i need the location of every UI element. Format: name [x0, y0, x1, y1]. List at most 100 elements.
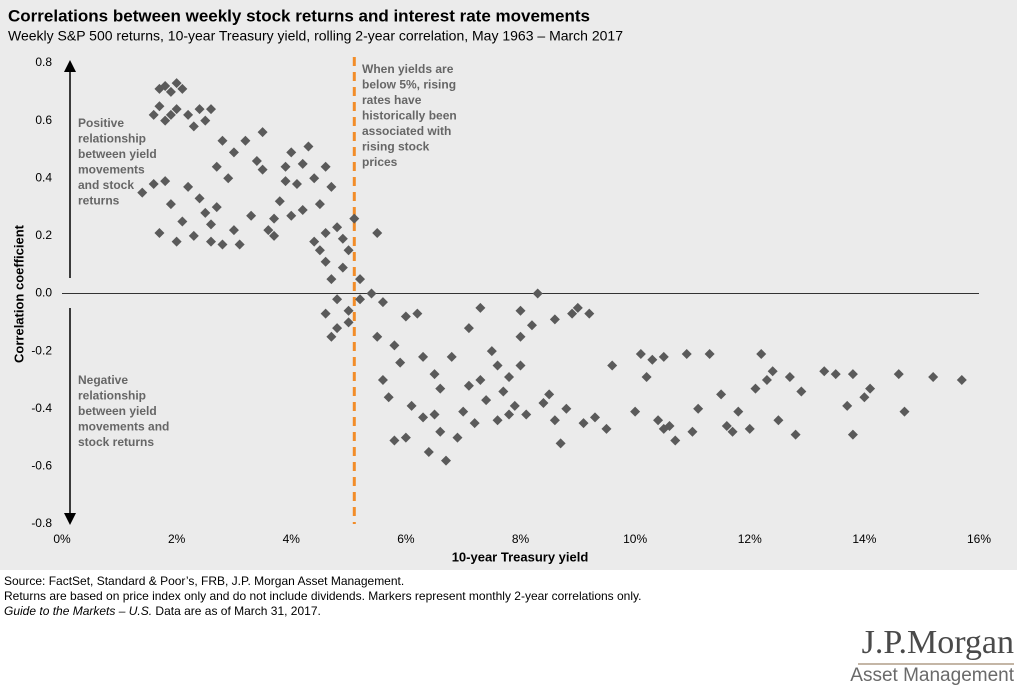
point — [160, 115, 171, 126]
point — [549, 314, 560, 325]
point — [206, 219, 217, 230]
x-axis-label: 10-year Treasury yield — [452, 549, 589, 564]
point — [721, 421, 732, 432]
y-tick-label: -0.6 — [31, 459, 52, 473]
x-tick-label: 14% — [852, 532, 876, 546]
point — [269, 213, 280, 224]
point — [183, 181, 194, 192]
point — [160, 176, 171, 187]
y-tick-label: -0.4 — [31, 401, 52, 415]
chart-subtitle: Weekly S&P 500 returns, 10-year Treasury… — [8, 28, 623, 44]
x-tick-label: 8% — [512, 532, 530, 546]
point — [544, 389, 555, 400]
point — [171, 104, 182, 115]
point — [200, 115, 211, 126]
annotation: associated with — [362, 124, 451, 138]
point — [481, 395, 492, 406]
point — [509, 400, 520, 411]
point — [320, 227, 331, 238]
point — [956, 374, 967, 385]
point — [423, 446, 434, 457]
annotation: below 5%, rising — [362, 78, 456, 92]
point — [400, 311, 411, 322]
point — [647, 354, 658, 365]
point — [377, 374, 388, 385]
point — [309, 236, 320, 247]
point — [865, 383, 876, 394]
chart-background — [0, 0, 1017, 570]
annotation: When yields are — [362, 62, 454, 76]
point — [154, 227, 165, 238]
point — [504, 409, 515, 420]
point — [400, 432, 411, 443]
point — [211, 161, 222, 172]
annotation: relationship — [78, 132, 146, 146]
point — [733, 406, 744, 417]
point — [343, 317, 354, 328]
point — [332, 222, 343, 233]
point — [727, 426, 738, 437]
point — [274, 196, 285, 207]
annotation: and stock — [78, 178, 134, 192]
point — [177, 83, 188, 94]
point — [452, 432, 463, 443]
point — [383, 392, 394, 403]
point — [389, 340, 400, 351]
point — [269, 230, 280, 241]
point — [286, 210, 297, 221]
point — [446, 351, 457, 362]
annotation: prices — [362, 155, 398, 169]
point — [377, 297, 388, 308]
point — [435, 383, 446, 394]
point — [458, 406, 469, 417]
point — [240, 135, 251, 146]
x-tick-label: 0% — [53, 532, 71, 546]
point — [251, 155, 262, 166]
point — [337, 233, 348, 244]
annotation: between yield — [78, 404, 157, 418]
annotation: stock returns — [78, 435, 154, 449]
point — [830, 369, 841, 380]
point — [750, 383, 761, 394]
point — [412, 308, 423, 319]
point — [355, 294, 366, 305]
point — [194, 193, 205, 204]
annotation: movements — [78, 163, 145, 177]
point — [681, 349, 692, 360]
point — [171, 236, 182, 247]
point — [578, 418, 589, 429]
point — [515, 305, 526, 316]
x-tick-label: 12% — [738, 532, 762, 546]
point — [395, 357, 406, 368]
point — [314, 245, 325, 256]
point — [160, 81, 171, 92]
annotation: Positive — [78, 116, 124, 130]
point — [217, 135, 228, 146]
y-tick-label: 0.6 — [35, 113, 52, 127]
point — [756, 349, 767, 360]
y-tick-label: 0.2 — [35, 228, 52, 242]
point — [567, 308, 578, 319]
annotation: Negative — [78, 373, 128, 387]
point — [326, 274, 337, 285]
point — [389, 435, 400, 446]
point — [761, 374, 772, 385]
point — [297, 158, 308, 169]
point — [796, 386, 807, 397]
point — [211, 202, 222, 213]
x-tick-label: 4% — [283, 532, 301, 546]
point — [893, 369, 904, 380]
point — [716, 389, 727, 400]
point — [773, 415, 784, 426]
point — [429, 409, 440, 420]
point — [183, 109, 194, 120]
point — [246, 210, 257, 221]
point — [154, 101, 165, 112]
point — [165, 109, 176, 120]
point — [899, 406, 910, 417]
point — [366, 288, 377, 299]
point — [584, 308, 595, 319]
x-tick-label: 16% — [967, 532, 991, 546]
